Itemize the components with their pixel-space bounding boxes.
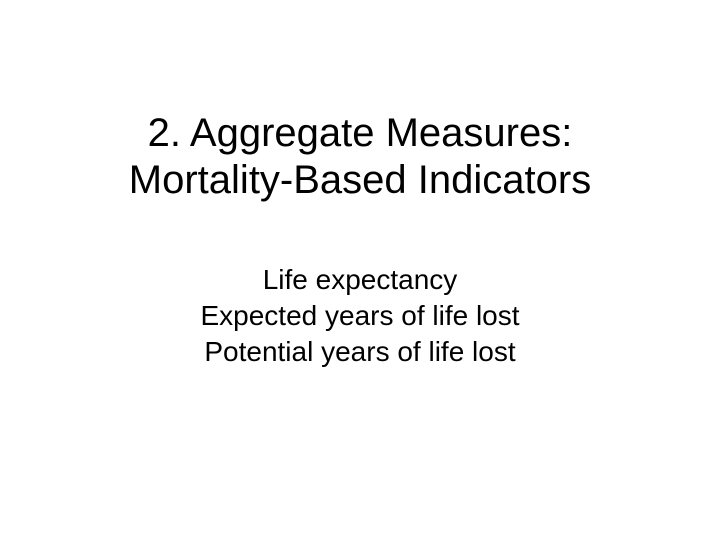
title-line-1: 2. Aggregate Measures: — [0, 110, 720, 157]
body-line-2: Expected years of life lost — [0, 298, 720, 334]
body-line-1: Life expectancy — [0, 262, 720, 298]
body-line-3: Potential years of life lost — [0, 334, 720, 370]
slide-title: 2. Aggregate Measures: Mortality-Based I… — [0, 110, 720, 204]
slide: 2. Aggregate Measures: Mortality-Based I… — [0, 0, 720, 540]
title-line-2: Mortality-Based Indicators — [0, 157, 720, 204]
slide-body: Life expectancy Expected years of life l… — [0, 262, 720, 369]
